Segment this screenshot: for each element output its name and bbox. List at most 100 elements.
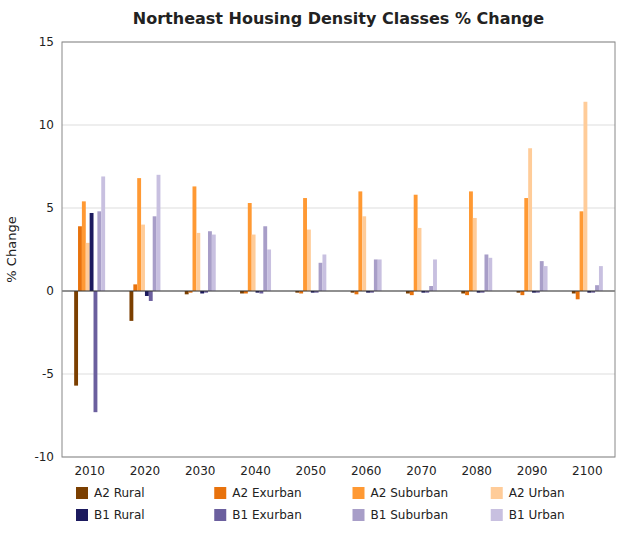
grid-line (62, 125, 615, 126)
legend-label: A2 Rural (94, 486, 145, 500)
bar (473, 218, 477, 291)
bar (358, 191, 362, 291)
legend-item: B1 Exurban (214, 508, 301, 522)
legend-label: B1 Exurban (232, 508, 301, 522)
bar (248, 203, 252, 291)
bar (252, 235, 256, 291)
bar (469, 191, 473, 291)
bar (520, 291, 524, 295)
bar (157, 175, 161, 291)
x-tick-label: 2030 (185, 464, 216, 478)
bar (90, 213, 94, 291)
bar (362, 216, 366, 291)
bar (94, 291, 98, 412)
bar (418, 228, 422, 291)
y-tick-label: 10 (39, 118, 54, 132)
bar (576, 291, 580, 299)
y-tick-label: 15 (39, 35, 54, 49)
grid-line (62, 291, 615, 292)
legend-item: B1 Urban (491, 508, 565, 522)
bar (145, 291, 149, 296)
bar (141, 225, 145, 291)
x-tick-label: 2020 (130, 464, 161, 478)
legend-swatch (214, 487, 226, 499)
bar (149, 291, 153, 301)
bar (322, 254, 326, 291)
bar (528, 148, 532, 291)
legend-label: A2 Urban (509, 486, 565, 500)
bar (212, 235, 216, 291)
y-tick-label: 5 (46, 201, 54, 215)
x-tick-label: 2060 (351, 464, 382, 478)
bar (465, 291, 469, 295)
bar (414, 195, 418, 291)
x-tick-label: 2070 (406, 464, 437, 478)
legend-swatch (353, 509, 365, 521)
x-tick-label: 2050 (296, 464, 327, 478)
x-tick-label: 2010 (74, 464, 105, 478)
legend-swatch (76, 509, 88, 521)
bar (484, 254, 488, 291)
legend-swatch (76, 487, 88, 499)
legend-swatch (491, 487, 503, 499)
bar (129, 291, 133, 321)
bar (580, 211, 584, 291)
bar (303, 198, 307, 291)
bar (429, 286, 433, 291)
bar (599, 266, 603, 291)
y-tick-label: -5 (42, 367, 54, 381)
title: Northeast Housing Density Classes % Chan… (133, 9, 544, 28)
plot-frame (62, 42, 615, 457)
zero-line (62, 291, 615, 292)
bar (410, 291, 414, 295)
bar (193, 186, 197, 291)
legend-item: A2 Urban (491, 486, 565, 500)
bar (74, 291, 78, 386)
bar (319, 263, 323, 291)
bar (540, 261, 544, 291)
legend-label: B1 Suburban (371, 508, 449, 522)
bar (196, 233, 200, 291)
legend-swatch (491, 509, 503, 521)
bars (74, 102, 603, 412)
bar (137, 178, 141, 291)
bar (263, 226, 267, 291)
legend-label: A2 Suburban (371, 486, 449, 500)
legend-label: B1 Urban (509, 508, 565, 522)
y-tick-label: -10 (34, 450, 54, 464)
bar (595, 285, 599, 291)
x-tick-label: 2080 (461, 464, 492, 478)
bar (133, 284, 137, 291)
bar (153, 216, 157, 291)
bar (583, 102, 587, 291)
bar (378, 259, 382, 291)
legend-swatch (353, 487, 365, 499)
bar (544, 266, 548, 291)
bar (78, 226, 82, 291)
bar (82, 201, 86, 291)
x-tick-label: 2100 (572, 464, 603, 478)
bar (208, 231, 212, 291)
bar (433, 259, 437, 291)
legend-item: A2 Rural (76, 486, 145, 500)
legend-label: A2 Exurban (232, 486, 301, 500)
legend-item: A2 Suburban (353, 486, 449, 500)
bar (374, 259, 378, 291)
legend-item: B1 Rural (76, 508, 145, 522)
y-axis-label: % Change (4, 216, 19, 282)
x-tick-label: 2040 (240, 464, 271, 478)
legend-label: B1 Rural (94, 508, 145, 522)
grid-line (62, 374, 615, 375)
bar (488, 258, 492, 291)
bar (86, 243, 90, 291)
legend-item: A2 Exurban (214, 486, 301, 500)
legend-item: B1 Suburban (353, 508, 449, 522)
y-tick-label: 0 (46, 284, 54, 298)
bar (267, 250, 271, 292)
x-tick-label: 2090 (517, 464, 548, 478)
bar (307, 230, 311, 291)
bar (97, 211, 101, 291)
bar (524, 198, 528, 291)
chart: Northeast Housing Density Classes % Chan… (0, 0, 631, 553)
legend-swatch (214, 509, 226, 521)
